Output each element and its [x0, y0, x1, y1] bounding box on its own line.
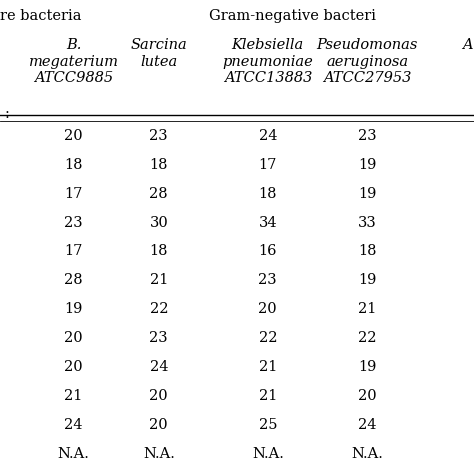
Text: 23: 23 [64, 216, 83, 229]
Text: 21: 21 [259, 389, 277, 403]
Text: 17: 17 [259, 158, 277, 172]
Text: 24: 24 [358, 418, 377, 432]
Text: 20: 20 [64, 129, 83, 143]
Text: 28: 28 [64, 273, 83, 287]
Text: Sarcina
lutea: Sarcina lutea [130, 38, 187, 69]
Text: 24: 24 [64, 418, 83, 432]
Text: 23: 23 [358, 129, 377, 143]
Text: 20: 20 [358, 389, 377, 403]
Text: 17: 17 [64, 187, 82, 201]
Text: 22: 22 [358, 331, 377, 345]
Text: N.A.: N.A. [252, 447, 284, 461]
Text: 18: 18 [149, 158, 168, 172]
Text: 19: 19 [358, 360, 376, 374]
Text: 18: 18 [149, 245, 168, 258]
Text: 21: 21 [259, 360, 277, 374]
Text: 17: 17 [64, 245, 82, 258]
Text: 21: 21 [358, 302, 376, 316]
Text: 20: 20 [149, 418, 168, 432]
Text: Gram-negative bacteri: Gram-negative bacteri [209, 9, 375, 23]
Text: 18: 18 [258, 187, 277, 201]
Text: Pseudomonas
aeruginosa
ATCC27953: Pseudomonas aeruginosa ATCC27953 [317, 38, 418, 85]
Text: 18: 18 [64, 158, 83, 172]
Text: 33: 33 [358, 216, 377, 229]
Text: 24: 24 [149, 360, 168, 374]
Text: A: A [462, 38, 473, 52]
Text: 28: 28 [149, 187, 168, 201]
Text: :: : [5, 107, 9, 121]
Text: B.
megaterium
ATCC9885: B. megaterium ATCC9885 [28, 38, 118, 85]
Text: 19: 19 [358, 273, 376, 287]
Text: 23: 23 [149, 331, 168, 345]
Text: 34: 34 [258, 216, 277, 229]
Text: 20: 20 [64, 331, 83, 345]
Text: 21: 21 [150, 273, 168, 287]
Text: N.A.: N.A. [143, 447, 175, 461]
Text: N.A.: N.A. [351, 447, 383, 461]
Text: 21: 21 [64, 389, 82, 403]
Text: 20: 20 [149, 389, 168, 403]
Text: 23: 23 [258, 273, 277, 287]
Text: re bacteria: re bacteria [0, 9, 82, 23]
Text: N.A.: N.A. [57, 447, 90, 461]
Text: 19: 19 [358, 158, 376, 172]
Text: 16: 16 [258, 245, 277, 258]
Text: Klebsiella
pneumoniae
ATCC13883: Klebsiella pneumoniae ATCC13883 [222, 38, 313, 85]
Text: 25: 25 [258, 418, 277, 432]
Text: 18: 18 [358, 245, 377, 258]
Text: 23: 23 [149, 129, 168, 143]
Text: 19: 19 [358, 187, 376, 201]
Text: 20: 20 [64, 360, 83, 374]
Text: 30: 30 [149, 216, 168, 229]
Text: 22: 22 [258, 331, 277, 345]
Text: 19: 19 [64, 302, 82, 316]
Text: 24: 24 [258, 129, 277, 143]
Text: 22: 22 [149, 302, 168, 316]
Text: 20: 20 [258, 302, 277, 316]
